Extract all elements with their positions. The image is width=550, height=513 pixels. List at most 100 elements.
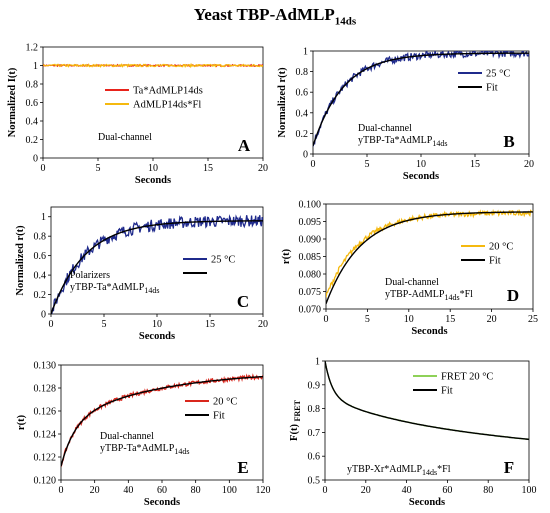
legend-label: 25 °C — [211, 255, 235, 266]
x-tick-label: 0 — [49, 319, 54, 330]
plot-frame — [60, 364, 264, 481]
x-tick-label: 10 — [152, 319, 162, 330]
x-tick-label: 60 — [442, 485, 452, 496]
x-tick-label: 60 — [157, 485, 167, 496]
panel-f: 0 20 40 60 80 100 0.5 0.6 0.7 0.8 0.9 1 Seconds F(t) … — [289, 357, 537, 509]
annotation-text: Dual-channel — [385, 277, 439, 288]
annotation-text: yTBP-Ta*AdMLP14ds — [358, 135, 447, 148]
y-tick-label: 0.6 — [308, 452, 321, 463]
y-tick-label: 1 — [33, 61, 38, 72]
plot-frame — [324, 360, 530, 481]
y-tick-label: 0.4 — [296, 108, 309, 119]
series-line-0 — [313, 51, 529, 147]
series-line-1 — [313, 52, 529, 146]
x-tick-label: 100 — [522, 485, 537, 496]
panel-e: 0 20 40 60 80 100 120 0.120 0.122 0.124 0.126 0.128… — [16, 361, 271, 509]
legend-label: 20 °C — [489, 242, 513, 253]
y-tick-label: 0 — [41, 310, 46, 321]
x-tick-label: 80 — [483, 485, 493, 496]
y-axis-label: r(t) — [281, 248, 292, 264]
y-tick-label: 1 — [303, 47, 308, 58]
x-tick-label: 15 — [203, 163, 213, 174]
y-axis-label: Normalized r(t) — [277, 67, 288, 138]
y-tick-label: 0.8 — [26, 80, 39, 91]
annotation-text: Polarizers — [70, 270, 110, 281]
page-title: Yeast TBP-AdMLP14ds — [0, 5, 550, 27]
y-tick-label: 0.8 — [296, 67, 309, 78]
x-tick-label: 15 — [205, 319, 215, 330]
panel-label: C — [237, 292, 249, 311]
y-tick-label: 0.4 — [26, 117, 39, 128]
x-tick-label: 20 — [487, 314, 497, 325]
y-tick-label: 0.6 — [34, 251, 47, 262]
x-tick-label: 20 — [258, 319, 268, 330]
annotation-text: Dual-channel — [98, 132, 152, 143]
x-tick-label: 40 — [402, 485, 412, 496]
legend-label: Fit — [489, 256, 501, 267]
y-tick-label: 0.126 — [34, 407, 57, 418]
y-tick-label: 0.080 — [299, 270, 322, 281]
y-tick-label: 1 — [315, 357, 320, 368]
x-tick-label: 0 — [41, 163, 46, 174]
x-tick-label: 80 — [191, 485, 201, 496]
legend-label: 25 °C — [486, 69, 510, 80]
y-tick-label: 0.100 — [299, 200, 322, 211]
x-tick-label: 20 — [90, 485, 100, 496]
y-tick-label: 0.124 — [34, 430, 57, 441]
y-tick-label: 0 — [303, 150, 308, 161]
x-tick-label: 0 — [323, 485, 328, 496]
panel-label: E — [237, 458, 248, 477]
panel-b: 0 5 10 15 20 0 0.2 0.4 0.6 0.8 1 Seconds Normalized … — [277, 47, 534, 183]
series-line-0 — [326, 208, 533, 298]
x-tick-label: 15 — [445, 314, 455, 325]
x-axis-label: Seconds — [411, 326, 447, 337]
x-tick-label: 40 — [123, 485, 133, 496]
y-tick-label: 0.120 — [34, 476, 57, 487]
y-tick-label: 0.2 — [26, 135, 39, 146]
y-tick-label: 0.8 — [34, 232, 47, 243]
annotation-text: Dual-channel — [100, 431, 154, 442]
y-tick-label: 0.6 — [26, 98, 39, 109]
x-tick-label: 15 — [470, 159, 480, 170]
series-line-1 — [51, 220, 263, 314]
title-subscript: 14ds — [334, 15, 357, 28]
legend-label: Fit — [441, 386, 453, 397]
x-tick-label: 0 — [311, 159, 316, 170]
series-line-1 — [325, 361, 529, 441]
x-tick-label: 5 — [102, 319, 107, 330]
annotation-text: yTBP-AdMLP14ds*Fl — [385, 289, 473, 302]
x-axis-label: Seconds — [139, 331, 175, 342]
panel-label: F — [504, 458, 514, 477]
y-tick-label: 0.2 — [296, 129, 309, 140]
x-tick-label: 5 — [96, 163, 101, 174]
x-tick-label: 5 — [365, 159, 370, 170]
x-tick-label: 10 — [148, 163, 158, 174]
panel-label: A — [238, 136, 251, 155]
x-tick-label: 120 — [256, 485, 271, 496]
series-line-0 — [325, 361, 529, 441]
y-tick-label: 0.8 — [308, 404, 321, 415]
y-axis-label: r(t) — [16, 414, 27, 430]
y-tick-label: 1.2 — [26, 43, 39, 54]
y-tick-label: 0.085 — [299, 252, 322, 263]
legend-label: Ta*AdMLP14ds — [133, 86, 203, 97]
series-line-0 — [51, 214, 263, 314]
panel-c: 0 5 10 15 20 0 0.2 0.4 0.6 0.8 1 Seconds Normalized … — [15, 206, 268, 342]
x-tick-label: 0 — [324, 314, 329, 325]
y-tick-label: 0.130 — [34, 361, 57, 372]
y-axis-label: Normalized r(t) — [15, 225, 26, 296]
annotation-text: yTBP-Xr*AdMLP14ds*Fl — [347, 464, 451, 477]
y-tick-label: 0.070 — [299, 305, 322, 316]
annotation-text: Dual-channel — [358, 123, 412, 134]
panel-a: 0 5 10 15 20 0 0.2 0.4 0.6 0.8 1 1.2 Seconds Normaliz… — [7, 43, 268, 187]
y-tick-label: 0.4 — [34, 271, 47, 282]
y-tick-label: 0 — [33, 154, 38, 165]
series-line-1 — [43, 62, 263, 69]
x-axis-label: Seconds — [144, 497, 180, 508]
x-tick-label: 20 — [524, 159, 534, 170]
y-tick-label: 0.090 — [299, 235, 322, 246]
y-tick-label: 0.128 — [34, 384, 57, 395]
y-axis-label: F(t) FRET — [289, 399, 302, 441]
legend-label: Fit — [213, 411, 225, 422]
